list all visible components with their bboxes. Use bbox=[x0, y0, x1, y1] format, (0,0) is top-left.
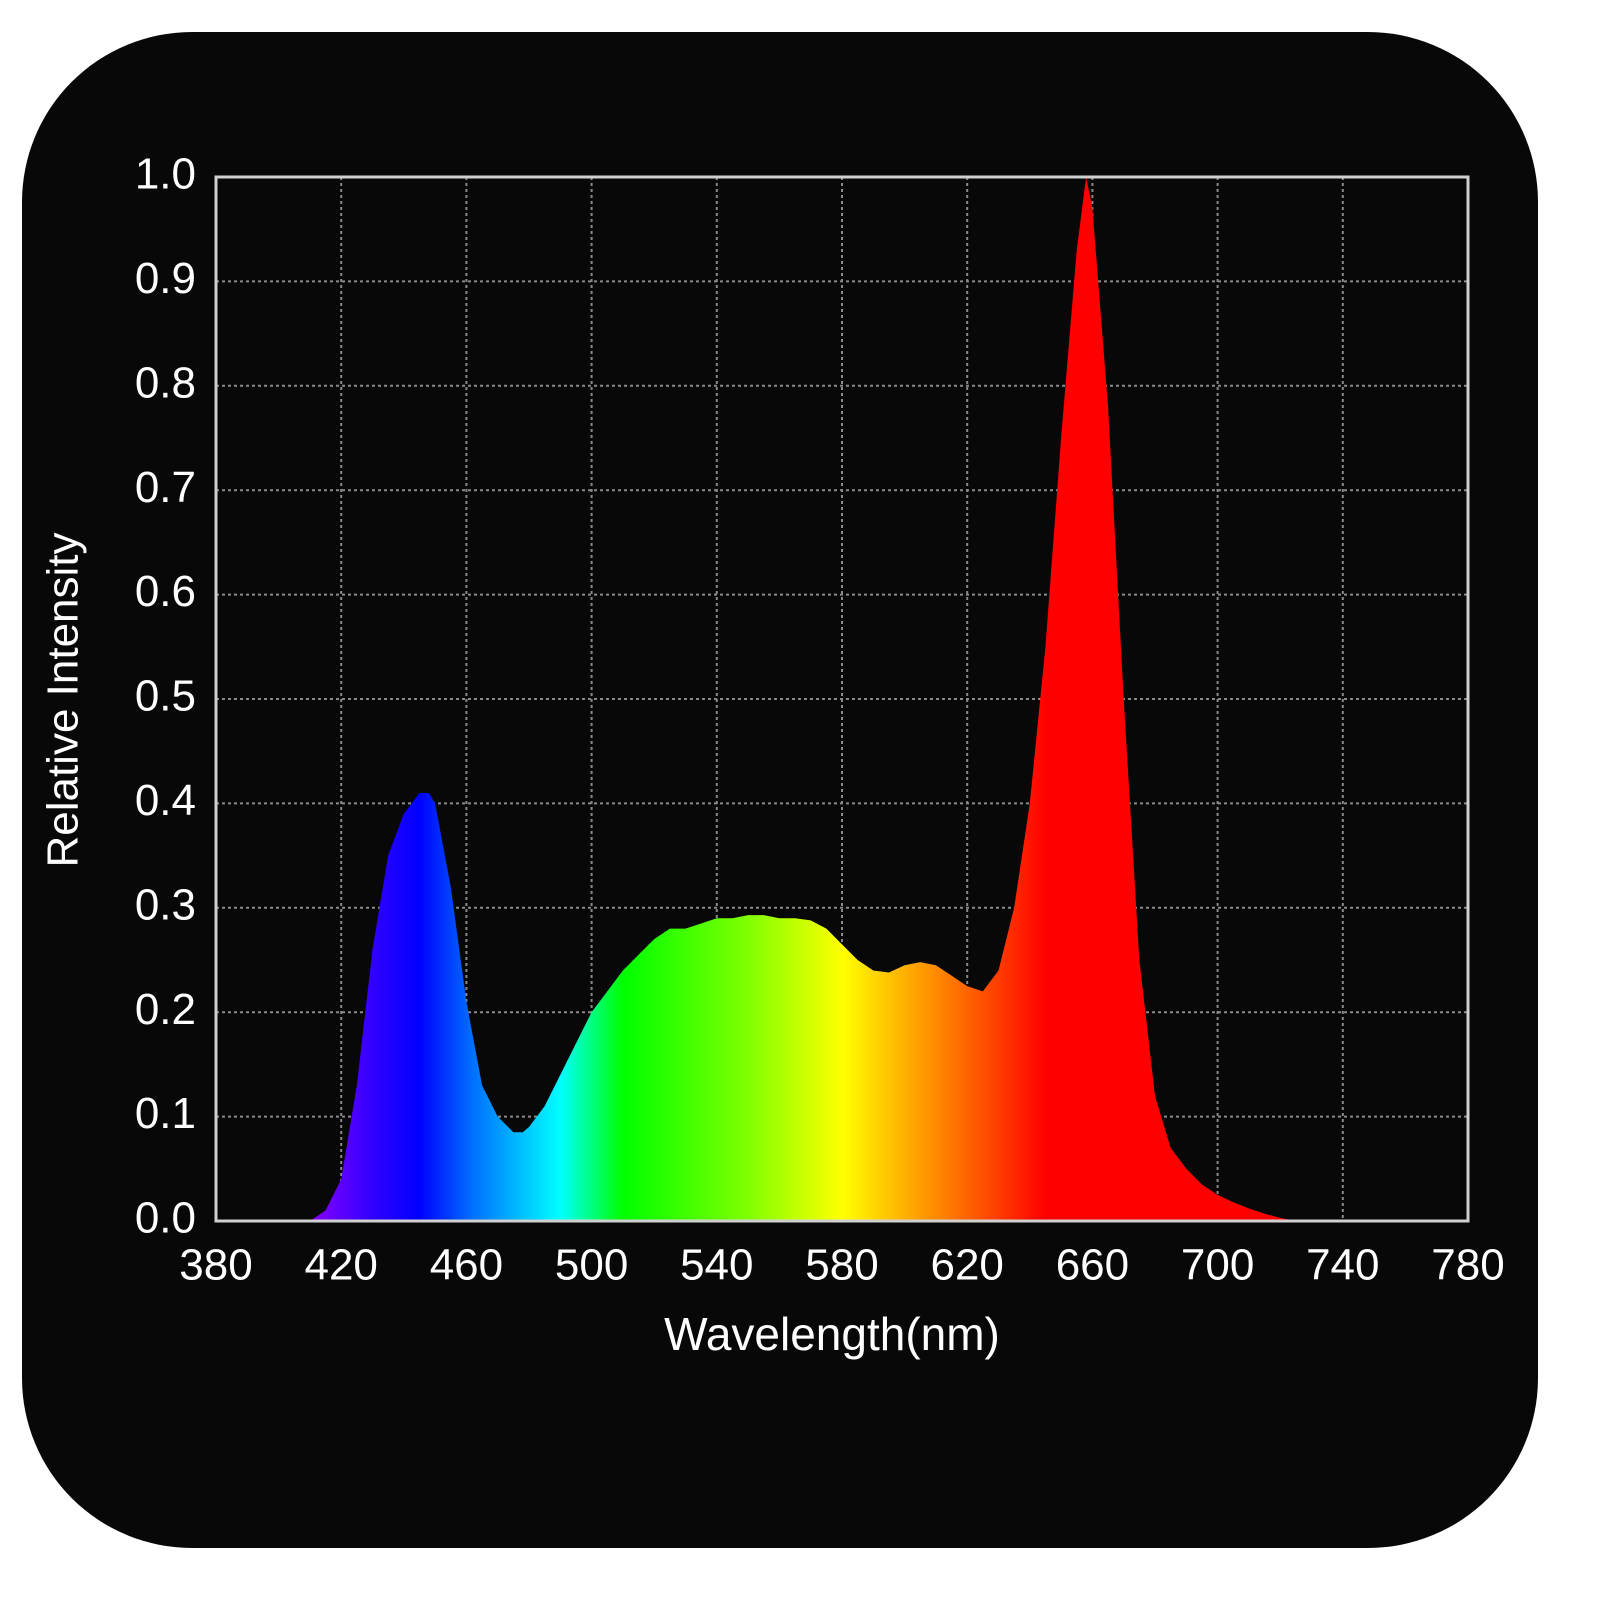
x-tick-label: 500 bbox=[555, 1241, 628, 1290]
y-tick-label: 0.5 bbox=[135, 672, 196, 721]
y-tick-label: 0.6 bbox=[135, 567, 196, 616]
y-tick-label: 0.2 bbox=[135, 985, 196, 1034]
y-tick-label: 0.1 bbox=[135, 1089, 196, 1138]
y-tick-label: 0.7 bbox=[135, 463, 196, 512]
x-tick-label: 620 bbox=[930, 1241, 1003, 1290]
spectrum-area bbox=[309, 177, 1296, 1221]
x-tick-label: 420 bbox=[304, 1241, 377, 1290]
x-tick-label: 660 bbox=[1056, 1241, 1129, 1290]
x-tick-label: 380 bbox=[179, 1241, 252, 1290]
x-tick-label: 700 bbox=[1181, 1241, 1254, 1290]
y-tick-label: 0.8 bbox=[135, 358, 196, 407]
y-tick-label: 1.0 bbox=[135, 150, 196, 199]
x-tick-label: 740 bbox=[1306, 1241, 1379, 1290]
x-tick-label: 780 bbox=[1431, 1241, 1504, 1290]
y-axis-label: Relative Intensity bbox=[39, 532, 88, 867]
x-tick-label: 460 bbox=[430, 1241, 503, 1290]
x-tick-label: 580 bbox=[805, 1241, 878, 1290]
y-tick-label: 0.3 bbox=[135, 880, 196, 929]
y-tick-label: 0.4 bbox=[135, 776, 196, 825]
y-tick-label: 0.0 bbox=[135, 1194, 196, 1243]
x-axis-label: Wavelength(nm) bbox=[664, 1308, 1000, 1360]
plot-frame bbox=[214, 175, 1470, 1223]
y-tick-label: 0.9 bbox=[135, 254, 196, 303]
x-tick-label: 540 bbox=[680, 1241, 753, 1290]
